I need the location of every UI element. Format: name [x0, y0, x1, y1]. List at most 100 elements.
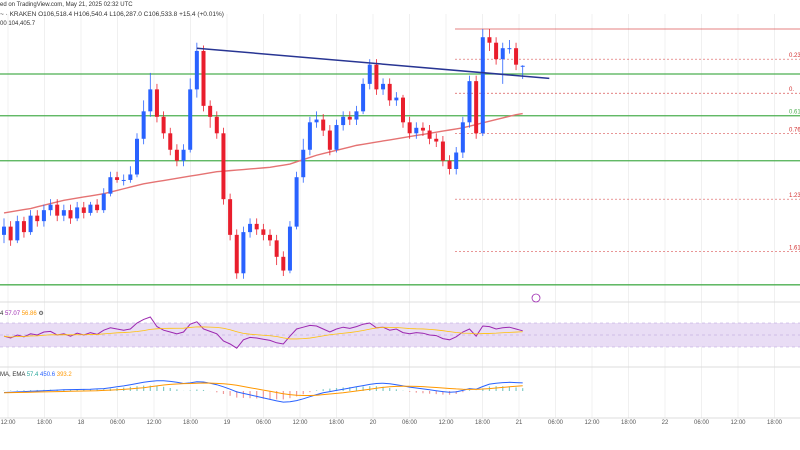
candle-body — [28, 215, 33, 233]
candle-body — [367, 64, 372, 84]
candle — [447, 155, 452, 175]
candle — [221, 127, 226, 205]
rsi-line — [3, 316, 523, 349]
x-tick-label: 18:00 — [621, 420, 637, 426]
candle — [48, 199, 53, 216]
x-tick-label: 12:00 — [0, 420, 16, 426]
candle-body — [228, 199, 233, 235]
x-tick-label: 18:00 — [767, 420, 783, 426]
candle — [188, 78, 193, 153]
candle-body — [394, 97, 399, 101]
candle-body — [287, 226, 292, 271]
candle-body — [274, 240, 279, 257]
candle-body — [2, 226, 6, 235]
moving-average — [3, 112, 523, 214]
candlesticks — [2, 28, 525, 279]
candle — [287, 221, 292, 274]
candle — [148, 72, 153, 117]
candle — [440, 136, 445, 167]
candle-body — [347, 116, 352, 120]
candle — [135, 133, 139, 178]
candle-body — [354, 111, 359, 120]
candle-body — [327, 130, 332, 150]
candle — [21, 216, 26, 238]
candle-body — [55, 204, 60, 216]
candle — [487, 28, 492, 51]
candle-body — [427, 130, 432, 139]
x-tick-label: 18:00 — [37, 420, 53, 426]
candle-body — [214, 116, 219, 134]
candle — [154, 83, 159, 123]
fib-level-label: 0.61 — [789, 110, 800, 116]
fib-level-label: 0. — [789, 87, 794, 93]
candle-body — [281, 256, 286, 271]
candle — [321, 114, 326, 137]
candle — [2, 218, 6, 244]
candle — [141, 100, 146, 145]
candle-body — [520, 65, 525, 67]
candle — [341, 111, 346, 131]
candle-body — [41, 210, 46, 222]
x-tick-label: 12:00 — [730, 420, 746, 426]
candle — [254, 218, 259, 235]
rsi-value-2: 56.86 — [21, 311, 37, 317]
candle-body — [21, 221, 26, 233]
candle — [168, 127, 173, 156]
candle — [234, 229, 239, 279]
candle — [407, 116, 412, 139]
candle — [115, 171, 120, 183]
candle — [55, 199, 60, 222]
x-tick-label: 18:00 — [329, 420, 345, 426]
candle — [101, 188, 106, 213]
candle-body — [8, 226, 13, 241]
rsi-settings-icon[interactable]: ⚙ — [38, 311, 44, 317]
rsi-label: 4 — [0, 311, 4, 317]
candle — [507, 39, 512, 54]
x-tick-label: 06:00 — [110, 420, 126, 426]
horizontal-levels: 0.23 0. 0.61 0.76 1.23 1.61 — [0, 28, 800, 303]
candle-body — [208, 105, 213, 117]
candle-body — [234, 234, 239, 274]
candle-body — [174, 149, 179, 161]
candle — [128, 166, 133, 183]
candle-body — [48, 204, 53, 211]
candle — [228, 193, 233, 241]
candle — [420, 122, 425, 137]
candle-body — [61, 210, 66, 216]
candle — [28, 210, 33, 235]
candle-body — [95, 204, 100, 211]
candle-body — [108, 177, 113, 194]
candle — [401, 94, 405, 128]
bearish-trendline — [196, 47, 550, 80]
candle-body — [341, 116, 346, 126]
x-tick-label: 21 — [516, 420, 523, 426]
x-tick-label: 19 — [224, 420, 231, 426]
fib-level-label: 0.76 — [789, 127, 800, 133]
candle — [181, 144, 186, 167]
candle — [248, 218, 253, 238]
candle-body — [440, 141, 445, 161]
candle-body — [314, 119, 319, 123]
x-axis: 12:00 18:00 18 06:00 12:00 18:00 19 06:00 12:00 1… — [0, 420, 782, 426]
x-tick-label: 12:00 — [292, 420, 308, 426]
candle — [494, 37, 499, 65]
candle — [381, 78, 386, 95]
candle — [480, 28, 485, 137]
x-tick-label: 12:00 — [584, 420, 600, 426]
candle — [347, 111, 352, 126]
candle-body — [35, 215, 40, 222]
candle — [327, 125, 332, 156]
rsi-legend: 4 57.07 56.86 ⚙ — [0, 310, 44, 317]
candle-body — [115, 177, 120, 180]
candle — [454, 147, 459, 175]
candle-body — [467, 81, 472, 123]
candle — [427, 125, 432, 145]
candle-body — [161, 116, 166, 134]
fib-level-label: 0.23 — [789, 53, 800, 59]
candle-body — [148, 89, 153, 112]
candle-body — [201, 50, 206, 106]
candle — [367, 59, 372, 90]
candle-body — [447, 160, 452, 169]
candle — [361, 78, 366, 115]
candle-body — [401, 97, 405, 123]
